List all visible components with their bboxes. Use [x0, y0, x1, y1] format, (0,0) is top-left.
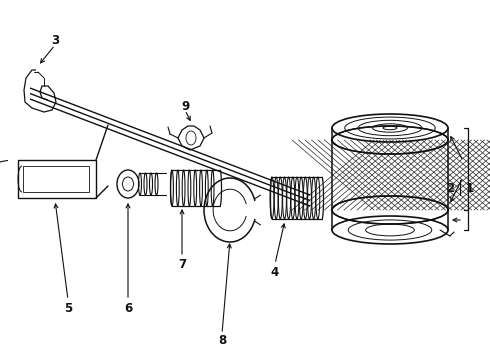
Text: 8: 8 — [218, 333, 226, 346]
Text: 2: 2 — [446, 181, 454, 194]
Bar — [23, 166, 89, 192]
Text: 3: 3 — [51, 33, 59, 46]
Text: 4: 4 — [271, 266, 279, 279]
Text: 1: 1 — [466, 181, 474, 194]
Text: 7: 7 — [178, 257, 186, 270]
Text: 5: 5 — [64, 302, 72, 315]
Bar — [18, 160, 96, 198]
Text: 6: 6 — [124, 302, 132, 315]
Bar — [332, 140, 448, 210]
Text: 9: 9 — [181, 99, 189, 112]
